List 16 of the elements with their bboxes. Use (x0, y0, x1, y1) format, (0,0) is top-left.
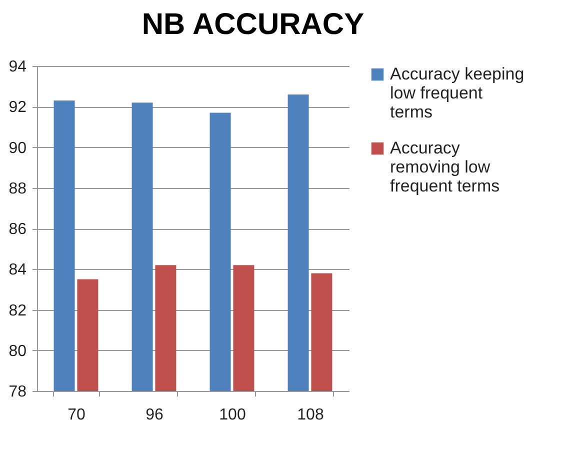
legend-label: Accuracy removing low frequent terms (390, 138, 500, 196)
x-tick-label: 96 (146, 406, 164, 424)
x-tick-label: 70 (68, 406, 86, 424)
y-tick-label: 94 (8, 58, 27, 76)
legend-label: Accuracy keeping low frequent terms (390, 64, 524, 122)
x-tick-label: 100 (219, 406, 246, 424)
chart-title: NB ACCURACY (142, 8, 364, 41)
y-tick-label: 84 (8, 262, 27, 279)
x-tick-label: 108 (297, 406, 324, 424)
y-tick-label: 80 (8, 342, 27, 360)
y-tick-label: 92 (8, 99, 27, 116)
y-tick-label: 90 (8, 140, 27, 157)
y-tick-label: 88 (8, 180, 27, 198)
y-tick-label: 82 (8, 302, 27, 320)
y-tick-label: 86 (8, 221, 27, 238)
y-tick-label: 78 (8, 384, 27, 400)
